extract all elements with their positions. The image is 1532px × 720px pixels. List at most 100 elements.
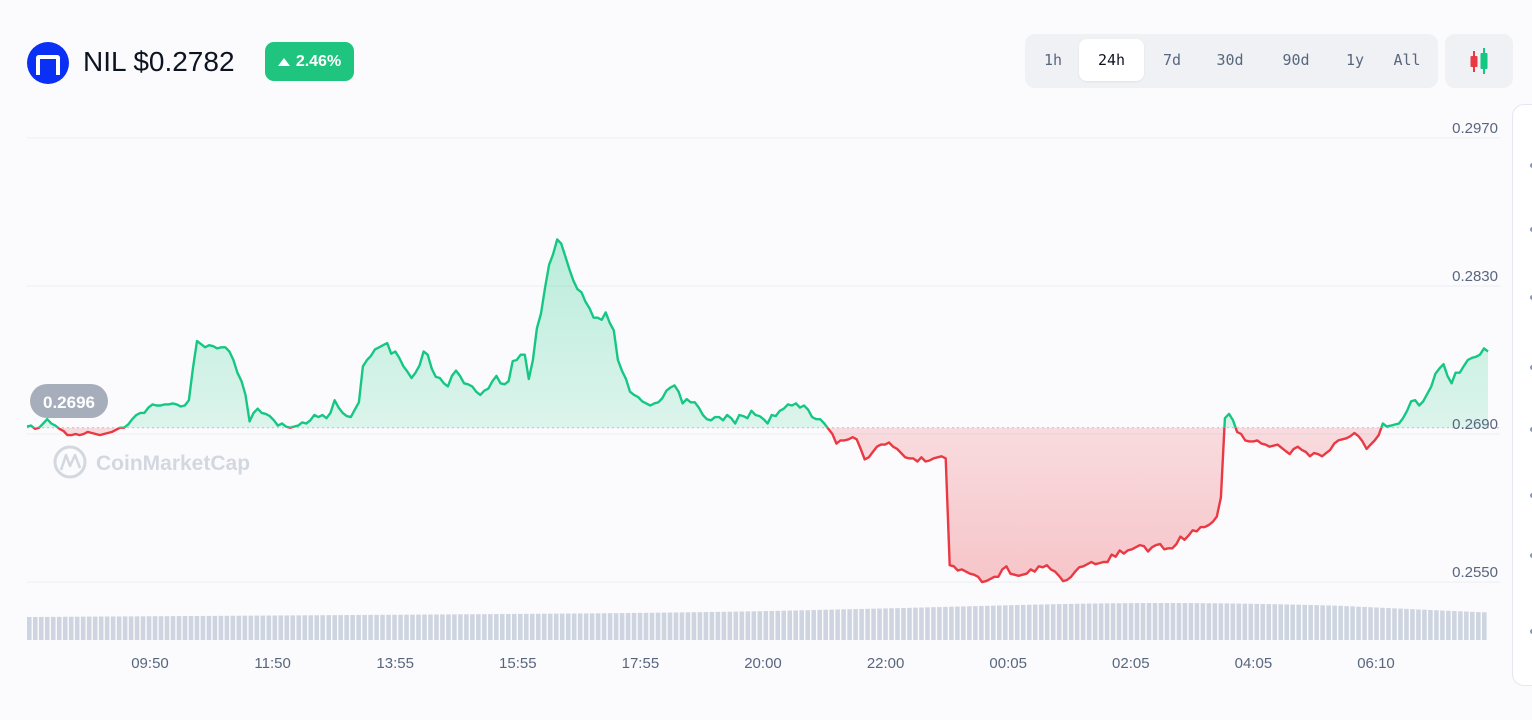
volume-bar bbox=[817, 609, 822, 640]
volume-bar bbox=[1080, 603, 1086, 640]
volume-bar bbox=[488, 614, 493, 640]
volume-bar bbox=[1188, 603, 1194, 640]
volume-bar bbox=[1218, 603, 1224, 640]
range-1h-button[interactable]: 1h bbox=[1043, 51, 1063, 69]
volume-bar bbox=[1332, 605, 1337, 640]
volume-bar bbox=[1452, 611, 1457, 640]
volume-bar bbox=[1050, 604, 1056, 640]
volume-bar bbox=[1284, 604, 1290, 640]
volume-bar bbox=[775, 610, 781, 640]
toolbar-dot[interactable] bbox=[1530, 163, 1532, 168]
volume-bar bbox=[1446, 610, 1451, 640]
volume-bar bbox=[1122, 603, 1128, 640]
volume-bar bbox=[1272, 604, 1278, 640]
volume-bar bbox=[667, 612, 673, 640]
volume-bar bbox=[464, 614, 469, 640]
volume-bar bbox=[721, 611, 727, 640]
volume-bar bbox=[110, 616, 116, 640]
reference-value-pill: 0.2696 bbox=[30, 384, 108, 418]
range-7d-button[interactable]: 7d bbox=[1162, 51, 1182, 69]
volume-bar bbox=[422, 614, 427, 640]
volume-bar bbox=[416, 614, 421, 640]
area-fill-below bbox=[27, 427, 1488, 583]
volume-bar bbox=[625, 612, 631, 640]
toolbar-dot[interactable] bbox=[1530, 629, 1532, 634]
toolbar-dot[interactable] bbox=[1530, 295, 1532, 300]
volume-bar bbox=[506, 613, 511, 640]
x-tick-label: 00:05 bbox=[989, 655, 1027, 672]
volume-bar bbox=[1374, 607, 1379, 640]
volume-bar bbox=[1392, 608, 1397, 640]
volume-bar bbox=[482, 614, 487, 640]
volume-bar bbox=[1356, 606, 1361, 640]
volume-bar bbox=[793, 610, 799, 640]
toolbar-dot[interactable] bbox=[1530, 427, 1532, 432]
volume-bar bbox=[440, 614, 445, 640]
price-change-badge: 2.46% bbox=[265, 42, 354, 81]
volume-bar bbox=[787, 610, 793, 640]
volume-bar bbox=[1194, 603, 1200, 640]
volume-bar bbox=[895, 608, 900, 640]
volume-bar bbox=[1260, 603, 1266, 640]
volume-bar bbox=[194, 615, 200, 640]
x-tick-label: 13:55 bbox=[376, 655, 414, 672]
volume-bar bbox=[308, 615, 314, 640]
volume-bar bbox=[655, 612, 661, 640]
chart-type-toggle[interactable] bbox=[1445, 34, 1513, 88]
toolbar-dot[interactable] bbox=[1530, 365, 1532, 370]
volume-bar bbox=[613, 613, 619, 640]
volume-bar bbox=[679, 612, 685, 640]
volume-bar bbox=[1140, 603, 1146, 640]
volume-bar bbox=[1098, 603, 1104, 640]
volume-bar bbox=[601, 613, 607, 640]
x-tick-label: 22:00 bbox=[867, 655, 905, 672]
toolbar-dot[interactable] bbox=[1530, 227, 1532, 232]
volume-bar bbox=[751, 611, 757, 640]
toolbar-dot[interactable] bbox=[1530, 553, 1532, 558]
volume-bar bbox=[50, 616, 56, 640]
range-90d-button[interactable]: 90d bbox=[1282, 51, 1310, 69]
volume-bar bbox=[919, 607, 924, 640]
volume-bar bbox=[260, 615, 266, 640]
range-all-button[interactable]: All bbox=[1393, 51, 1421, 69]
volume-bar bbox=[865, 608, 870, 640]
volume-bar bbox=[290, 615, 296, 640]
volume-bar bbox=[619, 613, 625, 640]
volume-bar bbox=[27, 617, 32, 640]
volume-bar bbox=[1236, 603, 1242, 640]
range-30d-button[interactable]: 30d bbox=[1216, 51, 1244, 69]
range-24h-button[interactable]: 24h bbox=[1079, 39, 1144, 81]
volume-bar bbox=[991, 605, 996, 640]
volume-bar bbox=[254, 615, 260, 640]
volume-bar bbox=[1176, 603, 1182, 640]
volume-bar bbox=[685, 612, 691, 640]
volume-bar bbox=[1074, 603, 1080, 640]
volume-bar bbox=[943, 606, 948, 640]
volume-bar bbox=[1134, 603, 1140, 640]
volume-bar bbox=[871, 608, 876, 640]
volume-bar bbox=[913, 607, 918, 640]
coin-title: NIL $0.2782 bbox=[83, 46, 235, 77]
volume-bar bbox=[128, 616, 134, 640]
volume-bar bbox=[314, 615, 319, 640]
volume-bar bbox=[476, 614, 481, 640]
volume-bar bbox=[577, 613, 583, 640]
volume-bar bbox=[188, 615, 194, 640]
volume-bar bbox=[434, 614, 439, 640]
volume-bar bbox=[847, 609, 852, 640]
side-toolbar bbox=[1512, 104, 1532, 686]
range-1y-button[interactable]: 1y bbox=[1345, 51, 1365, 69]
volume-bar bbox=[1344, 606, 1349, 640]
volume-bar bbox=[1146, 603, 1152, 640]
volume-bar bbox=[1440, 610, 1445, 640]
volume-bar bbox=[320, 615, 325, 640]
toolbar-dot[interactable] bbox=[1530, 493, 1532, 498]
volume-bar bbox=[278, 615, 284, 640]
volume-bar bbox=[206, 615, 212, 640]
x-tick-label: 17:55 bbox=[622, 655, 660, 672]
reference-value-label: 0.2696 bbox=[43, 393, 95, 412]
volume-bar bbox=[1422, 609, 1427, 640]
volume-bar bbox=[1338, 605, 1343, 640]
volume-bar bbox=[781, 610, 787, 640]
